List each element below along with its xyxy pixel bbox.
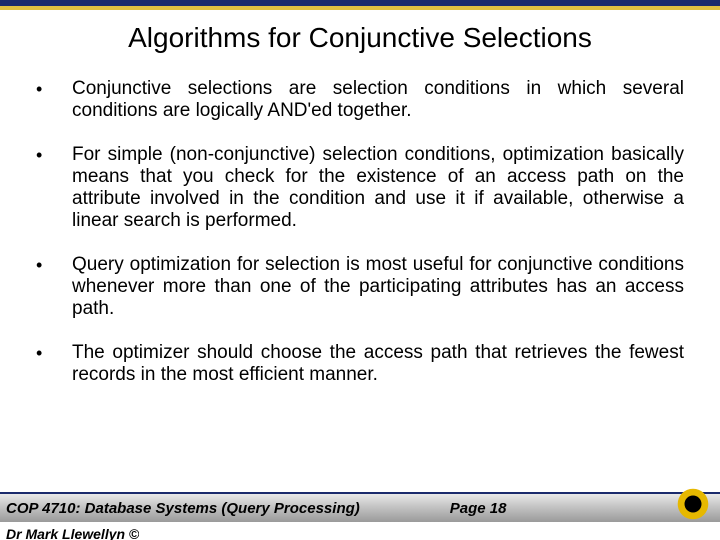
- top-accent-band: [0, 0, 720, 10]
- bullet-marker: •: [36, 78, 72, 100]
- footer-page-number: Page 18: [450, 500, 507, 517]
- footer-bar: COP 4710: Database Systems (Query Proces…: [0, 492, 720, 522]
- footer-course-label: COP 4710: Database Systems (Query Proces…: [6, 500, 360, 517]
- bullet-text: Query optimization for selection is most…: [72, 254, 684, 320]
- bullet-item: • The optimizer should choose the access…: [36, 342, 684, 386]
- bullet-marker: •: [36, 254, 72, 276]
- bullet-item: • Conjunctive selections are selection c…: [36, 78, 684, 122]
- bullet-marker: •: [36, 342, 72, 364]
- bullet-marker: •: [36, 144, 72, 166]
- bullet-text: For simple (non-conjunctive) selection c…: [72, 144, 684, 232]
- slide-title: Algorithms for Conjunctive Selections: [0, 22, 720, 54]
- slide: Algorithms for Conjunctive Selections • …: [0, 0, 720, 540]
- ucf-logo-icon: [676, 487, 710, 521]
- slide-body: • Conjunctive selections are selection c…: [36, 78, 684, 478]
- bullet-item: • For simple (non-conjunctive) selection…: [36, 144, 684, 232]
- footer-author-partial: Dr Mark Llewellyn ©: [6, 522, 139, 540]
- bullet-item: • Query optimization for selection is mo…: [36, 254, 684, 320]
- bullet-text: The optimizer should choose the access p…: [72, 342, 684, 386]
- bullet-text: Conjunctive selections are selection con…: [72, 78, 684, 122]
